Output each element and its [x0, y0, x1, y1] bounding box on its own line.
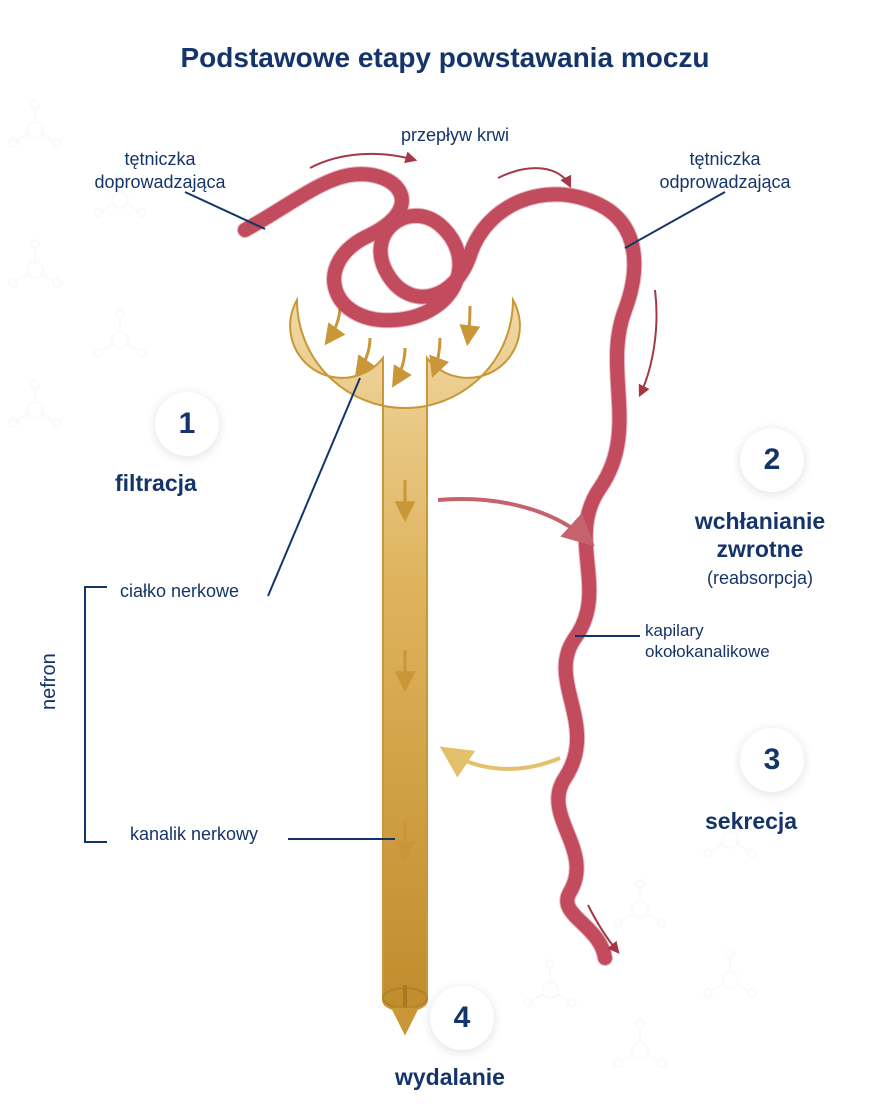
- stage-label-1: filtracja: [115, 470, 197, 498]
- label-tubule: kanalik nerkowy: [130, 823, 258, 846]
- reabsorption-arrow: [438, 499, 590, 542]
- stage-badge-4: 4: [430, 986, 494, 1050]
- diagram-title: Podstawowe etapy powstawania moczu: [0, 42, 890, 74]
- label-nefron: nefron: [38, 653, 61, 710]
- stage-badge-2: 2: [740, 428, 804, 492]
- label-afferent: tętniczkadoprowadzająca: [60, 148, 260, 193]
- stage-label-3: sekrecja: [705, 808, 797, 836]
- stage-badge-1: 1: [155, 392, 219, 456]
- label-capillaries: kapilaryokołokanalikowe: [645, 620, 845, 663]
- blood-flow-arrows: [310, 154, 657, 952]
- label-corpuscle: ciałko nerkowe: [120, 580, 239, 603]
- stage-label-4: wydalanie: [395, 1064, 505, 1092]
- label-efferent: tętniczkaodprowadzająca: [620, 148, 830, 193]
- label-blood-flow: przepływ krwi: [375, 124, 535, 147]
- stage-label-2: wchłanianiezwrotne(reabsorpcja): [660, 508, 860, 591]
- nefron-bracket: [85, 587, 107, 842]
- secretion-arrow: [445, 750, 560, 769]
- stage-badge-3: 3: [740, 728, 804, 792]
